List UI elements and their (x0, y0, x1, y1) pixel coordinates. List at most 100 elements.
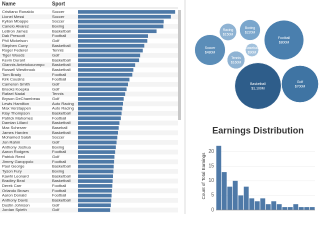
sport-cell: Basketball (52, 178, 71, 183)
bar (78, 10, 176, 14)
bubble-value: $90M (248, 50, 257, 54)
bubble-value: $160M (231, 60, 242, 64)
name-cell: Jordan Spieth (2, 207, 27, 212)
sport-cell: Golf (52, 81, 60, 86)
bar (78, 179, 113, 183)
name-cell: Aaron Rodgers (2, 149, 29, 154)
sport-cell: Basketball (52, 43, 71, 48)
bar (78, 53, 141, 58)
bubble-label: Boxing (245, 26, 255, 30)
sport-cell: Basketball (52, 62, 71, 67)
sport-cell: Football (52, 77, 66, 82)
bubble-label: Baseball (245, 46, 258, 50)
name-cell: Patrick Mahomes (2, 115, 33, 120)
bar (78, 24, 164, 29)
y-tick-label: 20 (208, 149, 214, 155)
name-cell: Roger Federer (2, 48, 29, 53)
bar (78, 150, 116, 154)
name-cell: Paul George (2, 164, 25, 169)
name-cell: Tom Brady (2, 72, 21, 77)
bar (78, 130, 118, 135)
y-tick-label: 5 (211, 193, 214, 199)
histogram-bar (276, 204, 282, 210)
bubble-label: Tennis (231, 56, 241, 60)
sport-cell: Golf (52, 96, 60, 101)
bar (78, 140, 117, 145)
name-cell: Russell Westbrook (2, 67, 35, 72)
y-tick-label: 15 (208, 164, 214, 170)
histogram-bar (271, 201, 277, 210)
name-cell: Cristiano Ronaldo (2, 9, 35, 14)
bar (78, 169, 114, 174)
y-tick-label: 0 (211, 207, 214, 213)
name-cell: Max Verstappen (2, 106, 31, 111)
bubble-value: $700M (295, 84, 306, 88)
bubble-value: $480M (205, 50, 216, 54)
sport-cell: Football (52, 72, 66, 77)
bar (78, 97, 124, 101)
name-cell: Dak Prescott (2, 33, 26, 38)
name-cell: Brooks Koepka (2, 86, 30, 91)
bar (78, 111, 122, 116)
sport-cell: Golf (52, 86, 60, 91)
histogram-bar (249, 198, 255, 210)
name-cell: Anthony Joshua (2, 144, 31, 149)
sport-cell: Basketball (52, 164, 71, 169)
name-cell: Dustin Johnson (2, 202, 30, 207)
name-cell: Lewis Hamilton (2, 101, 29, 106)
bar (78, 39, 148, 43)
bar (78, 106, 123, 111)
histogram-bar (221, 172, 227, 210)
sport-cell: Golf (52, 202, 60, 207)
bubble-value: $1,100M (251, 86, 264, 90)
bar (78, 72, 133, 77)
scrollbar[interactable] (178, 10, 181, 120)
sport-cell: Boxing (52, 168, 64, 173)
bubble-label: Basketball (250, 82, 266, 86)
y-tick-label: 10 (208, 178, 214, 184)
histogram-bar (260, 198, 266, 210)
histogram-bar (287, 207, 293, 210)
histogram-bar (232, 180, 238, 210)
name-cell: Aaron Donald (2, 193, 26, 198)
sport-cell: Football (52, 33, 66, 38)
bubble (226, 50, 246, 70)
name-cell: Tyson Fury (2, 168, 22, 173)
sport-cell: Golf (52, 38, 60, 43)
sport-cell: Baseball (52, 125, 67, 130)
bubble-label: Golf (297, 80, 303, 84)
sport-cell: Golf (52, 52, 60, 57)
sport-cell: Football (52, 159, 66, 164)
name-cell: James Harden (2, 130, 28, 135)
sport-cell: Football (52, 115, 66, 120)
y-axis-label: Count of Total Earnings (201, 152, 206, 199)
sport-cell: Football (52, 149, 66, 154)
name-cell: Canelo Alvarez (2, 23, 29, 28)
bubble-value: $150M (223, 32, 234, 36)
bar (78, 63, 136, 67)
bar (78, 19, 164, 24)
name-cell: Tiger Woods (2, 52, 24, 57)
name-cell: Jimmy Garoppolo (2, 159, 34, 164)
histogram-bar (254, 201, 260, 210)
bar (78, 135, 118, 140)
chart-title: Earnings Distribution (212, 125, 304, 135)
bar (78, 82, 128, 87)
name-cell: Kawhi Leonard (2, 173, 29, 178)
sport-cell: Auto Racing (52, 101, 74, 106)
sport-cell: Soccer (52, 9, 65, 14)
bar (78, 58, 140, 63)
histogram-bar (238, 195, 244, 210)
name-cell: Bradley Beal (2, 178, 25, 183)
dashboard: Name Sport Earnings Distribution Count o… (0, 0, 320, 214)
bar (78, 101, 123, 106)
bar (78, 126, 119, 130)
sport-cell: Tennis (52, 48, 64, 53)
sport-cell: Golf (52, 139, 60, 144)
sport-cell: Basketball (52, 130, 71, 135)
bar (78, 29, 157, 34)
column-header: Name (2, 1, 16, 7)
histogram-bar (227, 186, 233, 210)
sport-cell: Basketball (52, 120, 71, 125)
column-header: Sport (52, 1, 65, 7)
